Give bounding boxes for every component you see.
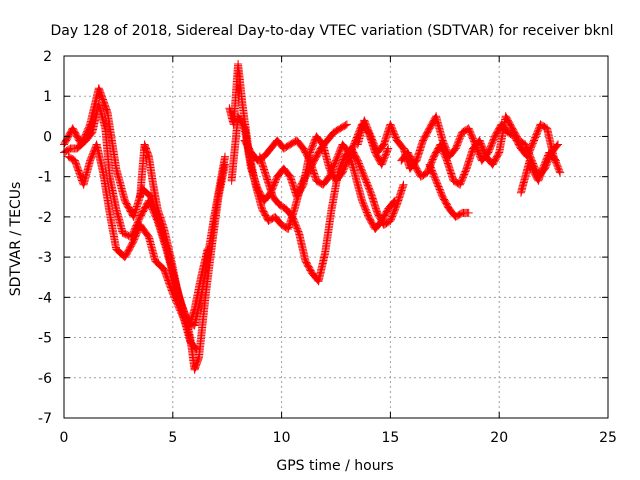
y-tick-label: -4	[38, 290, 52, 306]
series-track-8	[255, 144, 408, 286]
y-tick-label: 0	[43, 129, 52, 145]
series-track-11	[425, 160, 473, 221]
series-track-4	[136, 140, 201, 354]
x-tick-label: 5	[168, 430, 177, 446]
marker-trace	[136, 140, 201, 354]
y-tick-label: -3	[38, 250, 52, 266]
x-tick-labels: 0 5 10 15 20 25	[60, 430, 617, 446]
marker-trace	[255, 144, 408, 286]
y-tick-labels: -7 -6 -5 -4 -3 -2 -1 0 1 2	[38, 49, 52, 427]
plot-border	[63, 55, 609, 419]
series-track-12	[517, 148, 560, 197]
y-tick-label: 1	[43, 89, 52, 105]
x-tick-label: 0	[60, 430, 69, 446]
series-track-7	[240, 136, 399, 233]
y-tick-label: -2	[38, 210, 52, 226]
x-axis-label: GPS time / hours	[276, 458, 393, 474]
y-tick-label: -7	[38, 411, 52, 427]
marker-trace	[517, 148, 560, 197]
x-tick-label: 25	[599, 430, 617, 446]
y-tick-label: -1	[38, 170, 52, 186]
x-tick-label: 15	[381, 430, 399, 446]
chart-title: Day 128 of 2018, Sidereal Day-to-day VTE…	[51, 23, 614, 39]
y-axis-label: SDTVAR / TECUs	[8, 182, 24, 297]
y-tick-label: 2	[43, 49, 52, 65]
x-tick-label: 20	[490, 430, 508, 446]
y-tick-label: -6	[38, 371, 52, 387]
axis-ticks	[63, 55, 609, 419]
y-tick-label: -5	[38, 331, 52, 347]
marker-trace	[425, 160, 473, 221]
x-tick-label: 10	[273, 430, 291, 446]
marker-trace	[240, 136, 399, 233]
